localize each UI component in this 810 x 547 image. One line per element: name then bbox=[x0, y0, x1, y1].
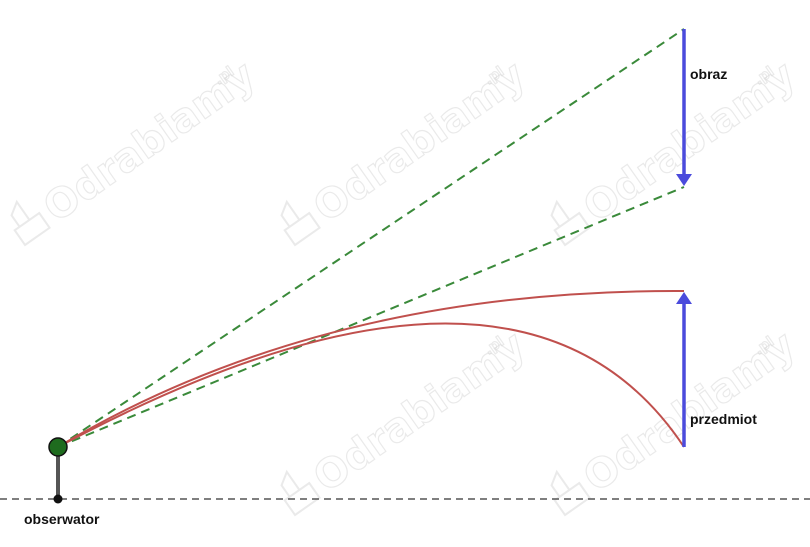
sight-line-lower bbox=[57, 186, 685, 448]
light-ray-upper bbox=[57, 289, 685, 448]
watermark-logo-icon bbox=[550, 469, 591, 517]
watermark-1: Odrabiamy .pl bbox=[10, 52, 264, 247]
observer-label: obserwator bbox=[24, 511, 100, 527]
image-label: obraz bbox=[690, 66, 727, 82]
watermark-5: Odrabiamy .pl bbox=[550, 322, 804, 517]
watermark-4: Odrabiamy .pl bbox=[280, 322, 534, 517]
watermark-3: Odrabiamy .pl bbox=[550, 52, 804, 247]
watermark-logo-icon bbox=[280, 199, 321, 247]
observer-base-point bbox=[53, 494, 63, 504]
watermark-logo-icon bbox=[10, 199, 51, 247]
observer-eye bbox=[48, 437, 68, 457]
light-ray-lower bbox=[57, 322, 685, 448]
sight-line-upper bbox=[57, 28, 685, 448]
watermark-logo-icon bbox=[280, 469, 321, 517]
object-label: przedmiot bbox=[690, 411, 757, 427]
watermark-2: Odrabiamy .pl bbox=[280, 52, 534, 247]
watermark-logo-icon bbox=[550, 199, 591, 247]
